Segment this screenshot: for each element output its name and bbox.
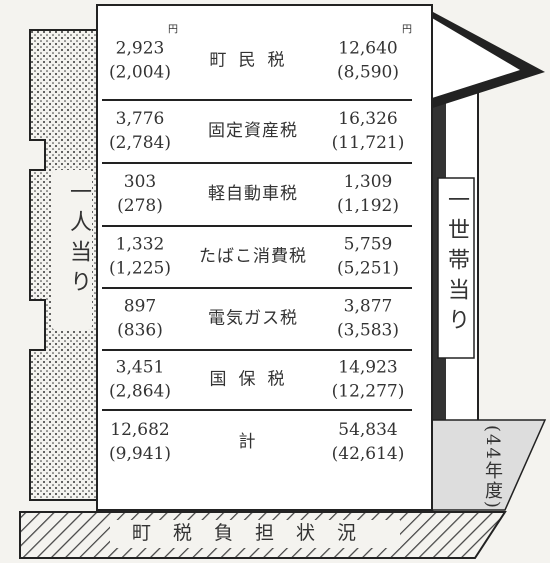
household-value: 5,759	[344, 235, 393, 255]
person-value: 3,776	[116, 109, 165, 129]
household-value: 14,923	[338, 358, 397, 378]
person-value: 2,923	[116, 39, 165, 59]
household-prev: (3,583)	[337, 321, 399, 341]
person-value: 303	[124, 172, 156, 192]
tax-name: 計	[239, 432, 268, 452]
unit: 円	[402, 25, 412, 36]
household-prev: (5,251)	[337, 259, 399, 279]
household-prev: (11,721)	[332, 133, 405, 153]
unit: 円	[168, 25, 178, 36]
person-prev: (9,941)	[109, 444, 171, 464]
household-prev: (1,192)	[337, 196, 399, 216]
right-label: 一世帯当り	[444, 188, 470, 338]
person-value: 3,451	[116, 358, 165, 378]
person-prev: (278)	[117, 196, 163, 216]
table: 2,923 (2,004) 町民税 12,640 (8,590) 3,776 (2,784)…	[102, 25, 412, 464]
household-value: 3,877	[344, 297, 393, 317]
tax-name: 町民税	[210, 51, 297, 71]
base	[19, 511, 507, 559]
table-panel	[96, 4, 433, 511]
person-prev: (836)	[117, 321, 163, 341]
person-value: 897	[124, 297, 156, 317]
household-value: 16,326	[338, 109, 397, 129]
household-prev: (8,590)	[337, 63, 399, 83]
year-label: (44年度)	[482, 425, 503, 510]
person-prev: (2,864)	[109, 382, 171, 402]
household-prev: (42,614)	[332, 444, 405, 464]
household-value: 1,309	[344, 172, 393, 192]
person-value: 1,332	[116, 235, 165, 255]
footer-title: 町税負担状況	[132, 522, 378, 544]
person-prev: (1,225)	[109, 259, 171, 279]
household-prev: (12,277)	[332, 382, 405, 402]
household-value: 54,834	[338, 420, 397, 440]
household-value: 12,640	[338, 39, 397, 59]
person-value: 12,682	[110, 420, 169, 440]
tax-name: 軽自動車税	[208, 184, 298, 204]
left-label: 一人当り	[66, 180, 92, 300]
tax-name: 国保税	[210, 370, 297, 390]
tax-name: 固定資産税	[208, 121, 298, 141]
tax-name: 電気ガス税	[208, 309, 298, 329]
tax-name: たばこ消費税	[199, 247, 307, 267]
left-strip	[29, 29, 98, 501]
person-prev: (2,784)	[109, 133, 171, 153]
person-prev: (2,004)	[109, 63, 171, 83]
